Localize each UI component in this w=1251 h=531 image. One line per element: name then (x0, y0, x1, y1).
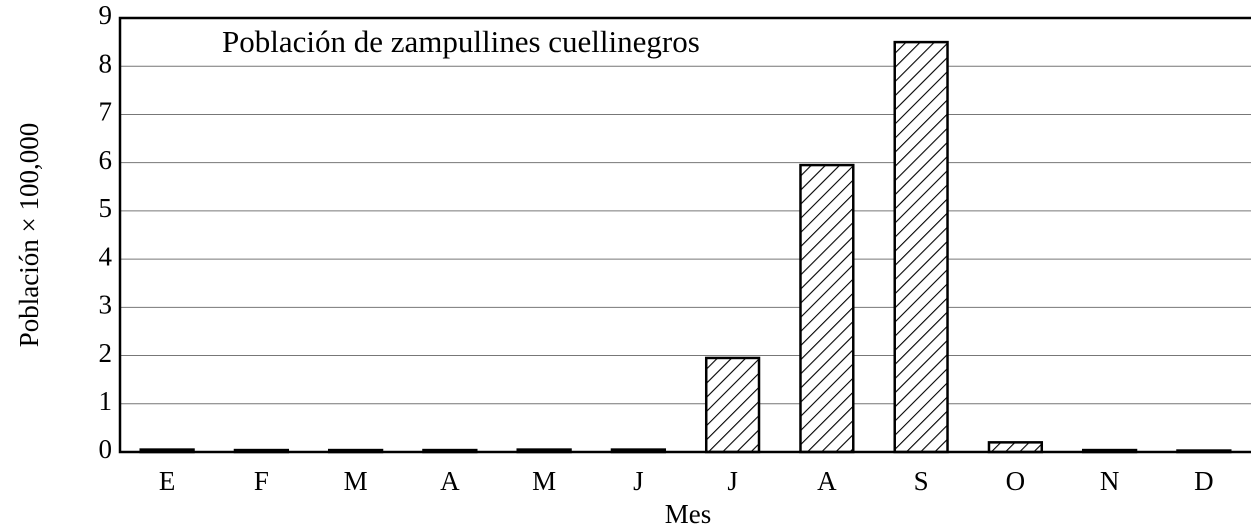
y-tick-label: 5 (99, 193, 113, 223)
chart-title: Población de zampullines cuellinegros (222, 24, 700, 59)
bar (987, 441, 1044, 454)
y-tick-label: 4 (99, 241, 113, 271)
bar (799, 163, 855, 454)
x-tick-label: N (1100, 466, 1120, 496)
grid (120, 17, 1251, 453)
x-tick-label: F (254, 466, 269, 496)
x-tick-label: S (914, 466, 929, 496)
y-tick-label: 3 (99, 290, 113, 320)
y-tick-label: 6 (99, 145, 113, 175)
x-tick-label: O (1006, 466, 1026, 496)
x-tick-label: M (344, 466, 368, 496)
y-axis-label: Población × 100,000 (14, 123, 44, 347)
y-tick-label: 8 (99, 48, 113, 78)
x-tick-label: J (633, 466, 644, 496)
plot-frame (118, 16, 1251, 454)
y-tick-label: 9 (99, 0, 113, 30)
bar (893, 40, 949, 454)
bar (704, 356, 761, 454)
x-tick-label: D (1194, 466, 1214, 496)
bars (139, 40, 1232, 454)
y-tick-label: 0 (99, 434, 113, 464)
x-tick-label: A (440, 466, 460, 496)
y-tick-label: 7 (99, 97, 113, 127)
x-tick-label: M (532, 466, 556, 496)
x-tick-label: A (817, 466, 837, 496)
y-tick-label: 1 (99, 386, 113, 416)
x-tick-label: J (727, 466, 738, 496)
x-axis-label: Mes (665, 499, 712, 529)
x-tick-label: E (159, 466, 176, 496)
y-tick-label: 2 (99, 338, 113, 368)
